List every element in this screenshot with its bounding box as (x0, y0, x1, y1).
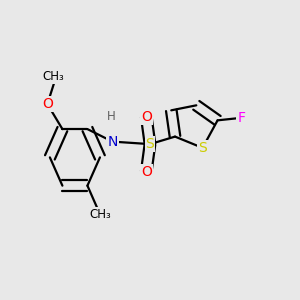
Text: N: N (107, 135, 118, 148)
Text: F: F (237, 111, 245, 125)
Text: CH₃: CH₃ (42, 70, 64, 83)
Text: S: S (198, 141, 207, 155)
Text: O: O (141, 165, 152, 178)
Text: O: O (141, 110, 152, 124)
Text: O: O (42, 97, 53, 111)
Text: S: S (146, 137, 154, 151)
Text: H: H (107, 110, 116, 123)
Text: CH₃: CH₃ (89, 208, 111, 221)
